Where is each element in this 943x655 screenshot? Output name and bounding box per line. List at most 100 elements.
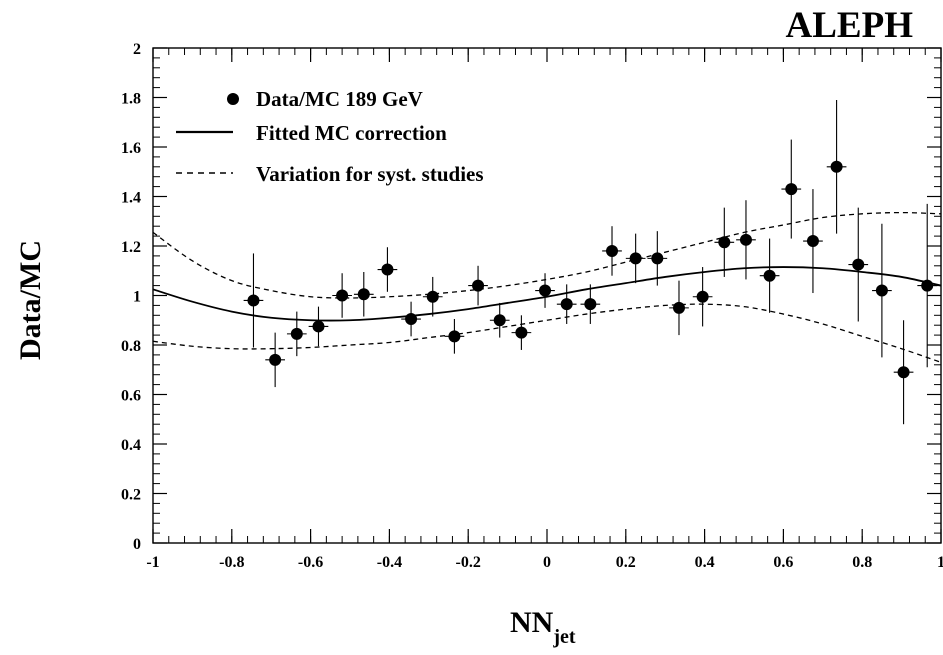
x-tick-label: -0.6 xyxy=(298,554,323,571)
data-point xyxy=(714,207,735,277)
data-points xyxy=(243,99,938,425)
legend-label-fit: Fitted MC correction xyxy=(256,121,447,145)
x-axis-title-subscript: jet xyxy=(552,626,576,648)
data-marker xyxy=(718,236,731,249)
x-tick-label: 1 xyxy=(937,554,943,571)
data-point xyxy=(489,302,510,338)
y-tick-label: 0.4 xyxy=(121,437,141,454)
data-marker xyxy=(357,288,370,301)
data-marker xyxy=(852,258,865,271)
data-marker xyxy=(515,326,528,339)
y-tick-label: 1.2 xyxy=(121,239,141,256)
curves xyxy=(152,211,942,363)
data-marker xyxy=(584,298,597,311)
y-tick-label: 1.6 xyxy=(121,140,141,157)
data-point xyxy=(580,284,601,324)
data-marker xyxy=(269,353,282,366)
x-tick-label: -0.8 xyxy=(219,554,244,571)
data-marker xyxy=(381,263,394,276)
data-point xyxy=(332,273,352,318)
y-tick-label: 0 xyxy=(133,536,141,553)
data-marker xyxy=(606,244,619,257)
data-point xyxy=(511,315,532,350)
x-tick-label: -1 xyxy=(146,554,159,571)
y-tick-label: 2 xyxy=(133,41,141,58)
data-marker xyxy=(426,290,439,303)
data-point xyxy=(602,226,622,276)
x-axis-title: NNjet xyxy=(510,606,576,648)
data-point xyxy=(917,203,938,368)
x-tick-label: 0 xyxy=(543,554,551,571)
data-marker xyxy=(875,284,888,297)
data-marker xyxy=(672,301,685,314)
data-marker xyxy=(560,298,573,311)
data-point xyxy=(625,233,646,284)
data-marker xyxy=(629,252,642,265)
data-point xyxy=(401,301,421,337)
data-marker xyxy=(785,183,798,196)
x-tick-label: -0.2 xyxy=(456,554,481,571)
x-tick-label: 0.6 xyxy=(773,554,793,571)
data-point xyxy=(353,271,374,317)
tick-labels: -1 -0.8 -0.6 -0.4 -0.2 0 0.2 0.4 0.6 0.8 1 0 0.2 0.4 0… xyxy=(121,41,943,571)
y-axis-title: Data/MC xyxy=(14,240,47,360)
fit-curve xyxy=(152,266,942,322)
data-point xyxy=(736,200,756,280)
data-marker xyxy=(312,320,325,333)
data-point xyxy=(308,306,329,347)
x-tick-label: 0.8 xyxy=(852,554,872,571)
data-point xyxy=(444,319,465,354)
y-tick-label: 1 xyxy=(133,289,141,306)
data-marker xyxy=(247,294,260,307)
data-point xyxy=(781,139,802,239)
legend: Data/MC 189 GeV Fitted MC correction Var… xyxy=(176,87,484,186)
experiment-label: ALEPH xyxy=(786,5,914,46)
data-marker xyxy=(539,284,552,297)
data-point xyxy=(377,247,398,292)
data-marker xyxy=(739,233,752,246)
data-point xyxy=(647,231,668,286)
legend-label-data: Data/MC 189 GeV xyxy=(256,87,423,111)
data-marker xyxy=(472,279,485,292)
data-point xyxy=(692,267,713,327)
x-tick-label: -0.4 xyxy=(377,554,402,571)
y-tick-label: 0.8 xyxy=(121,338,141,355)
data-marker xyxy=(493,314,506,327)
data-point xyxy=(243,253,264,348)
data-point xyxy=(803,189,823,294)
data-marker xyxy=(336,289,349,302)
data-marker xyxy=(448,330,461,343)
data-point xyxy=(535,273,555,308)
axes xyxy=(152,47,942,544)
data-point xyxy=(556,284,577,324)
variation-curve xyxy=(152,303,942,363)
data-point xyxy=(893,320,914,425)
x-tick-label: 0.2 xyxy=(616,554,636,571)
legend-label-variation: Variation for syst. studies xyxy=(256,162,484,186)
data-point xyxy=(265,332,285,388)
data-point xyxy=(669,280,689,336)
data-point xyxy=(422,276,443,317)
data-point xyxy=(286,311,307,357)
data-marker xyxy=(830,160,843,173)
data-marker xyxy=(763,269,776,282)
data-point xyxy=(872,223,892,358)
x-axis-title-main: NN xyxy=(510,606,554,639)
y-tick-label: 0.6 xyxy=(121,388,141,405)
variation-curve xyxy=(152,211,942,299)
data-marker xyxy=(897,366,910,379)
y-tick-label: 1.4 xyxy=(121,190,141,207)
data-marker xyxy=(921,279,934,292)
data-marker xyxy=(405,313,418,326)
data-marker xyxy=(806,235,819,248)
y-tick-label: 1.8 xyxy=(121,91,141,108)
data-point xyxy=(848,207,869,322)
data-marker xyxy=(651,252,664,265)
data-marker xyxy=(290,327,303,340)
x-tick-label: 0.4 xyxy=(695,554,715,571)
y-tick-label: 0.2 xyxy=(121,487,141,504)
data-point xyxy=(826,99,847,234)
legend-marker-data xyxy=(227,93,239,105)
data-marker xyxy=(696,290,709,303)
